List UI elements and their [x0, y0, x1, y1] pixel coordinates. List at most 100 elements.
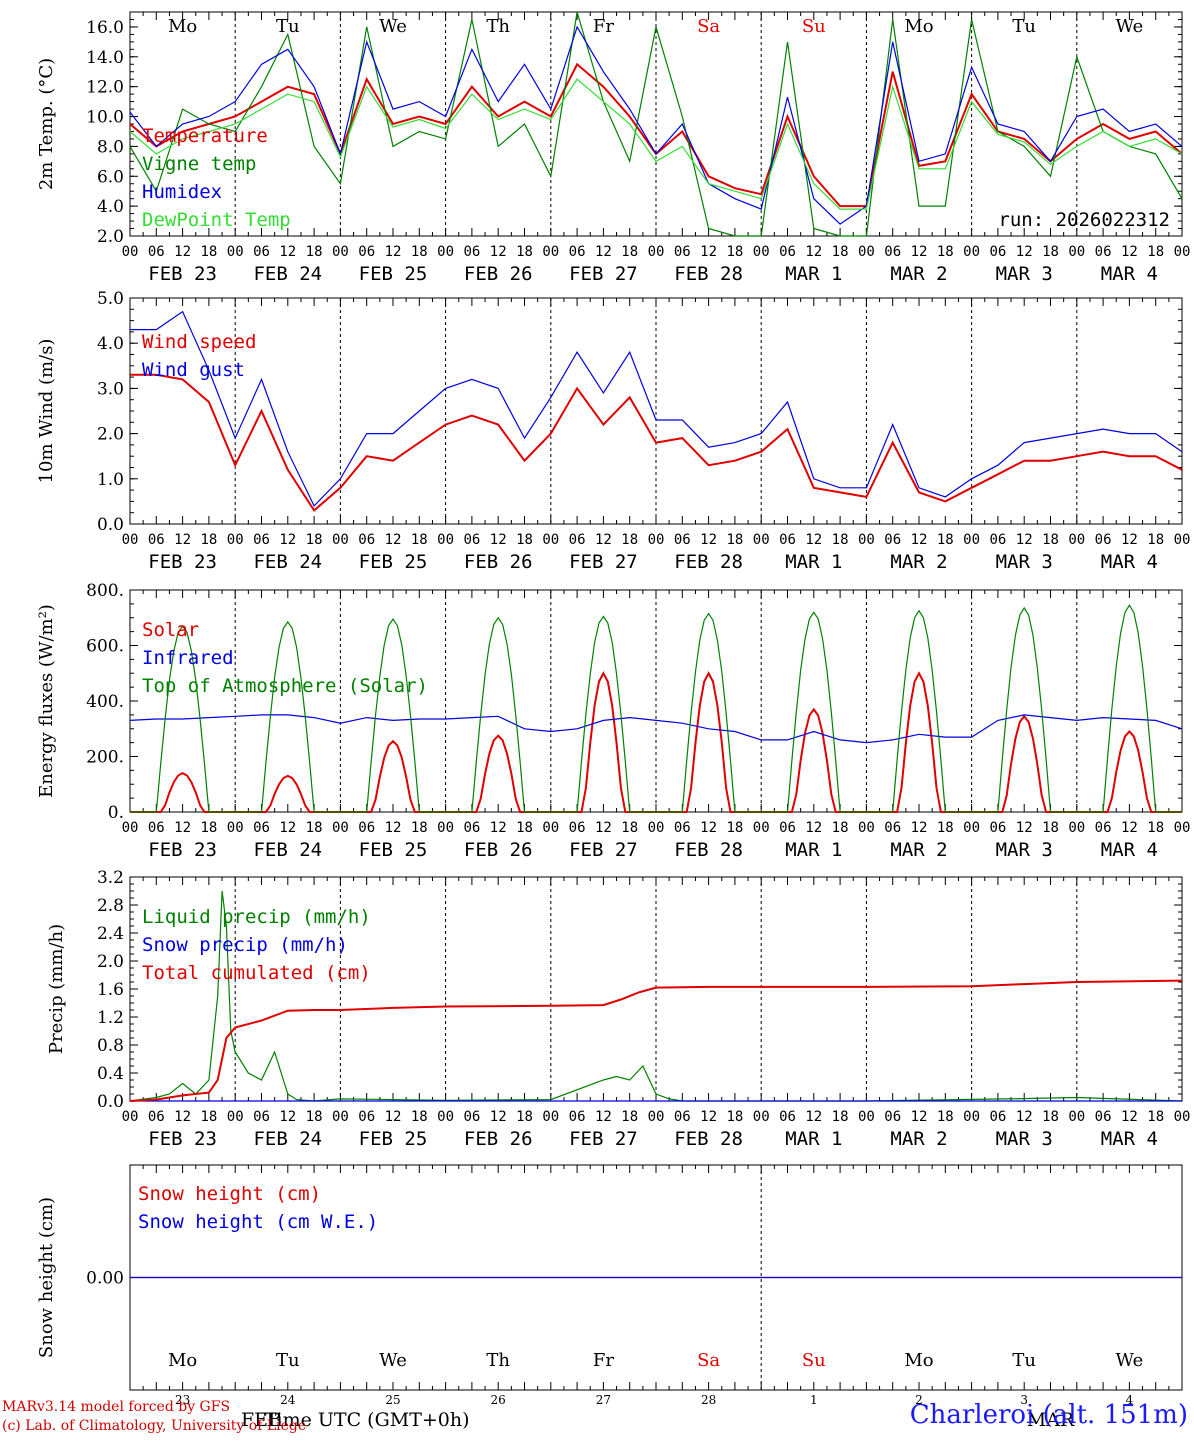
hour-label: 18: [411, 1109, 428, 1125]
date-label: MAR 3: [996, 1128, 1053, 1150]
series-wind-gust: [130, 310, 1183, 507]
hour-label: 12: [911, 532, 928, 548]
legend-entry: Infrared: [142, 647, 234, 669]
weekday-label: Su: [802, 1350, 826, 1371]
date-label: MAR 2: [890, 1128, 947, 1150]
hour-label: 12: [279, 1109, 296, 1125]
hour-label: 18: [1147, 532, 1164, 548]
hour-label: 06: [674, 1109, 691, 1125]
date-label: MAR 4: [1101, 263, 1158, 285]
hour-label: 00: [1174, 244, 1191, 260]
credits: MARv3.14 model forced by GFS (c) Lab. of…: [2, 1398, 306, 1436]
hour-label: 00: [963, 532, 980, 548]
day-number: 26: [491, 1393, 506, 1407]
hour-label: 06: [358, 244, 375, 260]
hour-label: 06: [253, 532, 270, 548]
hour-label: 00: [1174, 1109, 1191, 1125]
hour-label: 18: [516, 244, 533, 260]
hour-label: 00: [227, 532, 244, 548]
hour-label: 00: [648, 244, 665, 260]
hour-label: 18: [306, 532, 323, 548]
hour-label: 06: [569, 244, 586, 260]
hour-label: 18: [726, 820, 743, 836]
date-label: MAR 1: [785, 1128, 842, 1150]
hour-label: 18: [516, 532, 533, 548]
y-tick-label: 0.4: [97, 1064, 124, 1084]
hour-label: 00: [1068, 1109, 1085, 1125]
hour-label: 06: [989, 532, 1006, 548]
hour-label: 18: [726, 532, 743, 548]
hour-label: 00: [648, 820, 665, 836]
y-tick-label: 200.: [86, 748, 124, 768]
hour-label: 12: [1121, 820, 1138, 836]
hour-label: 06: [148, 820, 165, 836]
hour-label: 12: [595, 820, 612, 836]
date-label: FEB 25: [359, 263, 428, 285]
hour-label: 06: [358, 532, 375, 548]
date-label: MAR 3: [996, 839, 1053, 861]
weekday-label: Th: [486, 1350, 510, 1371]
hour-label: 12: [911, 244, 928, 260]
hour-label: 06: [989, 1109, 1006, 1125]
hour-label: 18: [832, 1109, 849, 1125]
hour-label: 00: [1174, 820, 1191, 836]
hour-label: 12: [490, 1109, 507, 1125]
y-tick-label: 1.6: [97, 980, 124, 1000]
hour-label: 12: [385, 820, 402, 836]
hour-label: 12: [805, 1109, 822, 1125]
date-label: FEB 24: [253, 839, 322, 861]
y-tick-label: 4.0: [97, 334, 124, 354]
legend-entry: Wind speed: [142, 331, 256, 353]
hour-label: 00: [1068, 820, 1085, 836]
date-label: MAR 1: [785, 839, 842, 861]
series-dewpoint-temp: [129, 78, 1183, 210]
legend-entry: Vigne temp: [142, 153, 256, 175]
hour-label: 06: [674, 532, 691, 548]
hour-label: 00: [542, 820, 559, 836]
y-tick-label: 2.0: [97, 227, 124, 247]
day-number: 25: [385, 1393, 400, 1407]
hour-label: 00: [963, 244, 980, 260]
legend-entry: Top of Atmosphere (Solar): [142, 675, 428, 697]
weekday-label: Sa: [697, 1350, 720, 1371]
hour-label: 12: [595, 244, 612, 260]
hour-label: 06: [253, 244, 270, 260]
date-label: MAR 1: [785, 551, 842, 573]
legend-entry: Solar: [142, 619, 199, 641]
date-label: FEB 23: [148, 263, 217, 285]
hour-label: 18: [1042, 244, 1059, 260]
legend-entry: Total cumulated (cm): [142, 962, 371, 984]
weekday-label: Mo: [168, 1350, 197, 1371]
hour-label: 18: [411, 820, 428, 836]
day-number: 2: [915, 1393, 923, 1407]
hour-label: 06: [989, 820, 1006, 836]
run-label: run: 2026022312: [998, 209, 1170, 231]
hour-label: 18: [937, 244, 954, 260]
hour-label: 18: [832, 532, 849, 548]
axis-title: Time UTC (GMT+0h): [264, 1409, 470, 1431]
hour-label: 18: [621, 532, 638, 548]
hour-label: 00: [437, 820, 454, 836]
date-label: FEB 28: [674, 551, 743, 573]
hour-label: 12: [595, 1109, 612, 1125]
day-number: 23: [175, 1393, 190, 1407]
hour-label: 06: [884, 532, 901, 548]
panel-frame: [129, 11, 1183, 237]
axis-month-left: FEB: [241, 1409, 282, 1431]
hour-label: 06: [884, 1109, 901, 1125]
hour-label: 12: [1016, 244, 1033, 260]
date-label: FEB 27: [569, 551, 638, 573]
hour-label: 06: [1095, 532, 1112, 548]
legend-entry: Snow precip (mm/h): [142, 934, 348, 956]
weekday-label: Su: [802, 16, 826, 37]
hour-label: 00: [963, 820, 980, 836]
hour-label: 06: [989, 244, 1006, 260]
date-label: FEB 24: [253, 1128, 322, 1150]
hour-label: 18: [937, 532, 954, 548]
day-number: 1: [810, 1393, 818, 1407]
date-label: FEB 25: [359, 839, 428, 861]
y-tick-label: 1.2: [97, 1008, 124, 1028]
axis-month-right: MAR: [1027, 1409, 1075, 1431]
y-tick-label: 600.: [86, 637, 124, 657]
